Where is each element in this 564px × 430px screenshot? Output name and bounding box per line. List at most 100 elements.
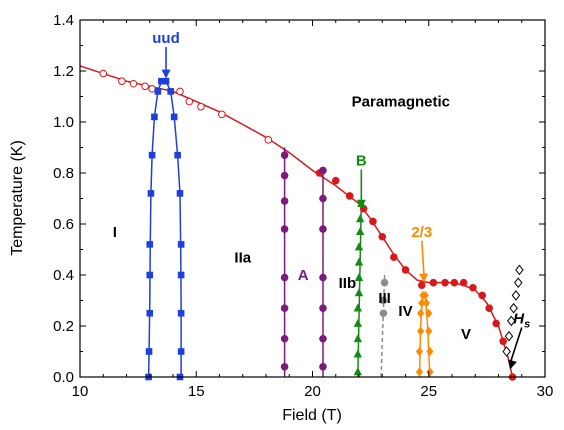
region-label-a: A <box>298 267 309 284</box>
data-point-s4-13 <box>319 194 327 203</box>
annotation-label-0: uud <box>152 30 180 47</box>
data-point-s2-5 <box>176 87 184 96</box>
data-point-s4-6 <box>280 171 289 180</box>
y-axis-title: Temperature (K) <box>9 140 26 256</box>
data-point-s4-10 <box>319 304 327 312</box>
y-tick-label: 1.2 <box>53 63 74 80</box>
data-point-s2-2 <box>129 79 138 88</box>
data-point-s0-2 <box>378 232 387 241</box>
region-label-paramagnetic: Paramagnetic <box>352 94 450 111</box>
data-point-s3-7 <box>151 113 158 121</box>
data-point-s3-5 <box>147 190 155 197</box>
data-point-s0-13 <box>492 319 500 328</box>
data-point-s8-6 <box>515 264 524 276</box>
data-point-s4-5 <box>280 197 289 205</box>
data-point-s5-4 <box>353 303 363 312</box>
data-point-s2-6 <box>185 97 194 106</box>
data-point-s2-9 <box>264 136 273 144</box>
data-point-s0-1 <box>369 217 377 226</box>
y-tick-label: 0.8 <box>53 165 74 182</box>
data-point-s4-8 <box>319 363 327 371</box>
data-point-s5-2 <box>353 334 363 343</box>
data-point-s3-10 <box>162 77 170 85</box>
y-tick-label: 0.2 <box>53 318 74 335</box>
data-point-s2-1 <box>118 77 126 85</box>
x-tick-label: 20 <box>304 383 321 400</box>
data-point-s3-4 <box>146 241 154 248</box>
data-point-s3-16 <box>177 271 185 279</box>
data-point-s3-18 <box>177 348 185 355</box>
data-point-s4-3 <box>280 273 289 282</box>
data-point-s5-6 <box>354 272 364 281</box>
region-label-iib: IIb <box>339 275 357 292</box>
data-point-s6-0 <box>379 309 388 318</box>
data-point-s3-9 <box>158 77 165 85</box>
data-point-s7-4 <box>418 298 426 308</box>
y-tick-label: 1.0 <box>53 114 74 131</box>
data-point-s7-10 <box>426 347 434 356</box>
data-point-s5-3 <box>353 318 363 327</box>
data-point-s4-0 <box>280 363 289 371</box>
data-point-s3-6 <box>148 151 156 159</box>
data-point-s0-6 <box>429 278 438 287</box>
data-point-s3-2 <box>146 309 154 317</box>
data-point-s7-6 <box>421 290 429 300</box>
data-point-s4-12 <box>319 225 327 233</box>
data-point-s3-11 <box>167 88 174 95</box>
annotation-arrow-head-1 <box>356 199 366 209</box>
data-point-s1-2 <box>345 192 354 200</box>
data-point-s8-0 <box>502 346 511 357</box>
region-label-i: I <box>113 224 117 241</box>
data-point-s3-3 <box>146 271 154 279</box>
data-point-s3-1 <box>145 348 153 355</box>
data-point-s3-12 <box>170 113 178 121</box>
annotation-arrow-head-2 <box>419 273 429 283</box>
annotation-arrow-head-0 <box>161 69 171 79</box>
data-point-s4-4 <box>280 225 289 233</box>
x-axis-title: Field (T) <box>282 407 342 424</box>
x-tick-label: 25 <box>420 383 437 400</box>
data-point-s6-1 <box>379 296 388 305</box>
data-point-s0-7 <box>441 278 449 287</box>
data-point-s5-1 <box>353 349 363 358</box>
data-point-s0-9 <box>459 278 468 287</box>
curve-1 <box>147 80 182 378</box>
annotation-label-2: 2/3 <box>411 224 432 241</box>
y-tick-label: 1.4 <box>53 12 74 29</box>
region-label-v: V <box>461 326 471 343</box>
annotation-arrow-shaft-3 <box>509 327 523 364</box>
data-point-s0-11 <box>478 291 487 300</box>
data-point-s8-5 <box>514 277 523 288</box>
annotation-arrow-head-3 <box>508 359 517 370</box>
data-point-s5-10 <box>355 214 365 223</box>
data-point-s8-3 <box>509 302 518 314</box>
data-point-s5-8 <box>354 242 364 251</box>
annotation-arrow-shaft-2 <box>420 240 425 277</box>
data-point-s3-8 <box>154 88 162 95</box>
data-point-s7-2 <box>417 326 425 336</box>
data-point-s2-8 <box>218 110 226 119</box>
data-point-s8-4 <box>511 290 521 301</box>
data-point-s2-7 <box>197 102 205 111</box>
data-point-s3-14 <box>176 190 184 197</box>
data-point-s4-1 <box>280 334 289 343</box>
region-label-iia: IIa <box>234 249 251 266</box>
data-point-s3-17 <box>177 309 185 317</box>
region-label-iii: III <box>378 290 391 307</box>
data-point-s7-3 <box>417 308 425 318</box>
data-point-s3-15 <box>177 241 185 248</box>
x-tick-label: 30 <box>537 383 554 400</box>
data-point-s4-2 <box>280 304 289 312</box>
data-point-s5-9 <box>355 227 365 236</box>
data-point-s0-4 <box>401 266 410 274</box>
data-point-s0-14 <box>499 337 507 346</box>
curve-5 <box>380 274 386 378</box>
region-labels: Paramagnetic I IIa A IIb III IV V <box>113 94 471 343</box>
data-point-s4-11 <box>319 273 327 282</box>
axis-ticks: 10 15 20 25 30 0.0 0.2 0.4 0.6 0.8 1.0 1.2 1.4 <box>53 12 553 400</box>
curve-6 <box>418 294 431 378</box>
data-point-s8-1 <box>504 330 514 342</box>
data-point-s5-7 <box>354 257 364 266</box>
